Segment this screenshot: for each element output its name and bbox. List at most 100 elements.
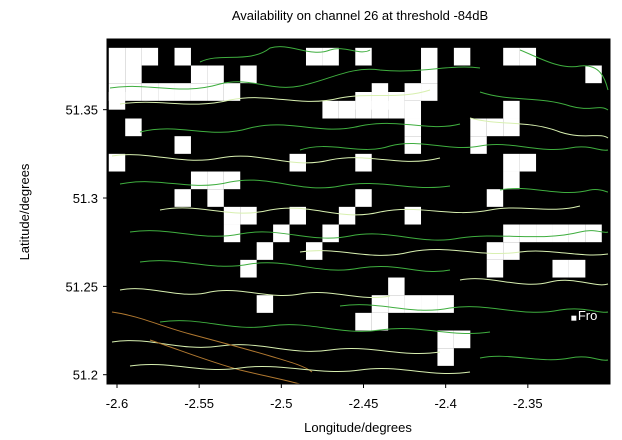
available-cell bbox=[519, 224, 537, 243]
available-cell bbox=[486, 259, 504, 278]
contour-line bbox=[199, 46, 371, 63]
available-cell bbox=[421, 295, 438, 313]
available-cell bbox=[190, 65, 208, 84]
available-cell bbox=[519, 153, 537, 172]
available-cell bbox=[503, 224, 520, 243]
contour-line bbox=[459, 278, 609, 286]
available-cell bbox=[519, 47, 537, 66]
available-cell bbox=[207, 189, 224, 207]
x-tick-label: -2.6 bbox=[106, 396, 128, 411]
available-cell bbox=[207, 83, 224, 101]
contour-line bbox=[129, 363, 471, 375]
chart-title: Availability on channel 26 at threshold … bbox=[232, 8, 488, 23]
available-cell bbox=[404, 295, 422, 313]
y-axis: 51.2 51.25 51.3 51.35 bbox=[65, 103, 107, 383]
plot-frame bbox=[106, 38, 611, 385]
available-cell bbox=[108, 92, 126, 110]
availability-cells bbox=[108, 47, 602, 366]
x-tick-label: -2.5 bbox=[270, 396, 292, 411]
available-cell bbox=[141, 83, 159, 101]
contour-line bbox=[519, 49, 609, 91]
available-cell bbox=[421, 47, 438, 66]
available-cell bbox=[453, 330, 471, 349]
available-cell bbox=[503, 118, 520, 137]
available-cell bbox=[338, 100, 356, 119]
available-cell bbox=[421, 65, 438, 84]
y-tick-label: 51.3 bbox=[73, 191, 98, 206]
available-cell bbox=[371, 312, 389, 331]
contour-line bbox=[119, 89, 431, 105]
contour-line bbox=[149, 339, 301, 385]
available-cell bbox=[125, 47, 142, 66]
available-cell bbox=[125, 118, 142, 137]
available-cell bbox=[305, 47, 323, 66]
contour-line bbox=[469, 117, 609, 139]
contour-line bbox=[159, 205, 581, 216]
available-cell bbox=[404, 118, 422, 137]
contour-line bbox=[499, 187, 609, 193]
available-cell bbox=[158, 83, 175, 101]
contour-line bbox=[299, 143, 609, 151]
available-cell bbox=[486, 242, 504, 260]
available-cell bbox=[125, 83, 142, 101]
available-cell bbox=[437, 295, 454, 313]
available-cell bbox=[322, 100, 339, 119]
available-cell bbox=[355, 153, 372, 172]
available-cell bbox=[190, 83, 208, 101]
available-cell bbox=[536, 224, 553, 243]
available-cell bbox=[223, 83, 241, 101]
available-cell bbox=[388, 295, 405, 313]
available-cell bbox=[568, 259, 586, 278]
available-cell bbox=[322, 47, 339, 66]
contour-line bbox=[479, 355, 609, 361]
available-cell bbox=[240, 206, 257, 225]
available-cell bbox=[338, 206, 356, 225]
x-tick-label: -2.4 bbox=[434, 396, 456, 411]
location-label: Fro bbox=[578, 308, 598, 323]
y-tick-label: 51.25 bbox=[65, 279, 98, 294]
available-cell bbox=[421, 83, 438, 101]
available-cell bbox=[141, 47, 159, 66]
available-cell bbox=[108, 65, 126, 84]
available-cell bbox=[371, 100, 389, 119]
x-tick-label: -2.35 bbox=[513, 396, 543, 411]
available-cell bbox=[552, 224, 569, 243]
contour-line bbox=[119, 288, 391, 299]
available-cell bbox=[503, 171, 520, 190]
available-cell bbox=[503, 153, 520, 172]
y-tick-label: 51.35 bbox=[65, 103, 98, 118]
contour-line bbox=[111, 340, 441, 355]
contour-line bbox=[111, 311, 313, 373]
available-cell bbox=[404, 100, 422, 119]
available-cell bbox=[503, 47, 520, 66]
available-cell bbox=[503, 242, 520, 260]
available-cell bbox=[174, 47, 191, 66]
available-cell bbox=[585, 224, 602, 243]
y-tick-label: 51.2 bbox=[73, 368, 98, 383]
available-cell bbox=[404, 83, 422, 101]
available-cell bbox=[355, 47, 372, 66]
contour-line bbox=[111, 154, 441, 164]
available-cell bbox=[256, 242, 274, 260]
available-cell bbox=[437, 330, 454, 349]
contour-line bbox=[139, 260, 451, 273]
available-cell bbox=[289, 206, 306, 225]
available-cell bbox=[453, 47, 471, 66]
available-cell bbox=[240, 259, 257, 278]
contour-line bbox=[139, 122, 461, 133]
available-cell bbox=[207, 65, 224, 84]
available-cell bbox=[388, 100, 405, 119]
available-cell bbox=[190, 171, 208, 190]
available-cell bbox=[223, 206, 241, 225]
contour-line bbox=[119, 179, 451, 189]
available-cell bbox=[355, 189, 372, 207]
available-cell bbox=[174, 189, 191, 207]
contour-line bbox=[339, 304, 609, 313]
available-cell bbox=[437, 348, 454, 366]
available-cell bbox=[223, 171, 241, 190]
available-cell bbox=[470, 118, 487, 137]
available-cell bbox=[503, 100, 520, 119]
available-cell bbox=[568, 224, 586, 243]
available-cell bbox=[404, 136, 422, 154]
y-axis-label: Latitude/degrees bbox=[17, 163, 32, 260]
